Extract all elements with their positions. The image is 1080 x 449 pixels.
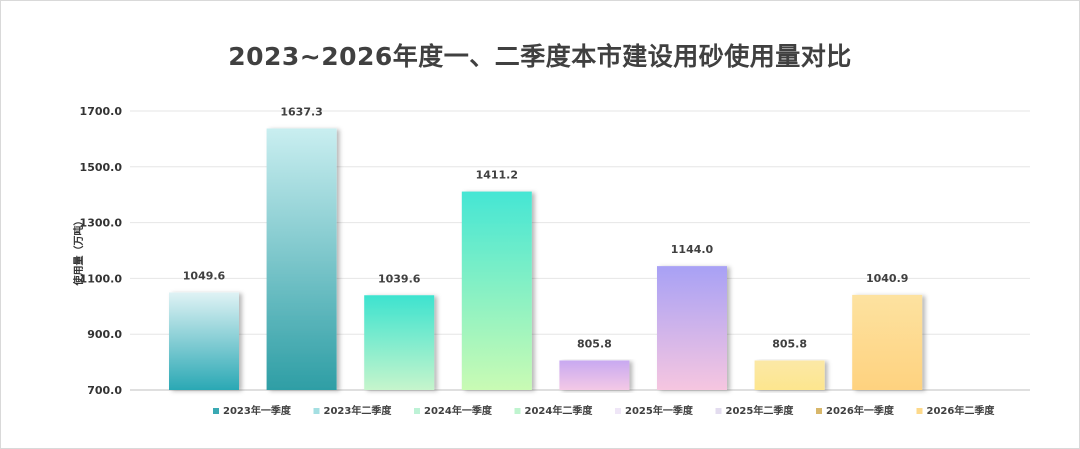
legend-swatch — [213, 408, 219, 414]
data-label: 1039.6 — [378, 272, 421, 285]
legend-swatch — [715, 408, 722, 414]
legend-swatch — [414, 408, 420, 414]
bar-2025年一季度 — [559, 360, 630, 390]
bar-2024年一季度 — [364, 295, 435, 390]
legend-label: 2023年一季度 — [223, 404, 292, 417]
y-axis-ticks: 700.0 900.0 1100.0 1300.0 1500.0 1700.0 — [80, 105, 123, 397]
bars — [169, 128, 923, 391]
legend-item: 2026年一季度 — [816, 404, 895, 417]
data-label: 1637.3 — [280, 105, 322, 118]
bar-2023年二季度 — [266, 128, 337, 391]
legend-label: 2025年一季度 — [625, 404, 694, 417]
legend-swatch — [916, 408, 923, 414]
legend-label: 2025年二季度 — [726, 404, 795, 417]
legend-label: 2024年二季度 — [525, 404, 594, 417]
bar-2026年一季度 — [754, 360, 825, 390]
legend-swatch — [816, 408, 822, 414]
bar-2026年二季度 — [852, 294, 923, 390]
y-tick-label: 700.0 — [87, 384, 122, 397]
legend-item: 2024年一季度 — [414, 404, 493, 417]
chart-title: 2023~2026年度一、二季度本市建设用砂使用量对比 — [228, 42, 852, 71]
legend-item: 2023年一季度 — [213, 404, 292, 417]
data-label: 805.8 — [577, 337, 612, 350]
legend-item: 2024年二季度 — [514, 404, 594, 417]
bar-2024年二季度 — [461, 191, 532, 390]
y-tick-label: 1300.0 — [80, 217, 123, 230]
legend-item: 2025年一季度 — [615, 404, 694, 417]
bar-2023年一季度 — [169, 292, 239, 390]
data-label: 1144.0 — [671, 243, 714, 256]
legend-label: 2023年二季度 — [324, 404, 393, 417]
data-label: 1049.6 — [183, 269, 226, 282]
legend-label: 2024年一季度 — [424, 404, 493, 417]
data-label: 1411.2 — [476, 169, 518, 182]
legend-item: 2026年二季度 — [916, 404, 996, 417]
legend-label: 2026年二季度 — [927, 404, 996, 417]
y-tick-label: 1100.0 — [80, 272, 123, 285]
y-tick-label: 1700.0 — [80, 105, 123, 118]
legend: 2023年一季度 2023年二季度 2024年一季度 2024年二季度 2025年一季度… — [213, 404, 995, 417]
legend-item: 2025年二季度 — [715, 404, 795, 417]
data-label: 1040.9 — [866, 272, 908, 285]
data-labels: 1049.6 1637.3 1039.6 1411.2 805.8 1144.0 805.8… — [183, 105, 909, 350]
legend-swatch — [615, 408, 621, 414]
y-tick-label: 1500.0 — [80, 161, 123, 174]
legend-item: 2023年二季度 — [313, 404, 393, 417]
legend-swatch — [514, 408, 521, 414]
bar-2025年二季度 — [657, 266, 727, 390]
legend-label: 2026年一季度 — [826, 404, 895, 417]
y-axis-title: 使用量（万吨） — [72, 216, 85, 287]
y-tick-label: 900.0 — [87, 328, 122, 341]
data-label: 805.8 — [772, 337, 807, 350]
legend-swatch — [313, 408, 320, 414]
